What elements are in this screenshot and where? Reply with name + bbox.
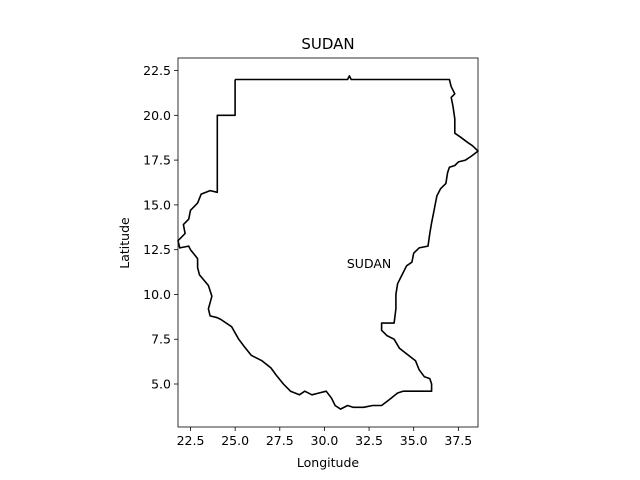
country-annotation: SUDAN: [347, 256, 391, 271]
y-tick-label: 22.5: [143, 63, 171, 78]
x-tick-label: 25.0: [221, 433, 249, 448]
y-tick-label: 7.5: [151, 332, 171, 347]
plot-frame: [177, 57, 479, 428]
x-tick-label: 35.0: [400, 433, 428, 448]
chart-title: SUDAN: [301, 35, 354, 53]
y-axis-label: Latitude: [117, 217, 132, 269]
y-tick-label: 5.0: [151, 377, 171, 392]
country-outline: [177, 75, 479, 410]
plot-area: SUDAN 22.5 25.0 27.5 30.0 32.5 35.0 37.5 5.0 7.5 1…: [143, 57, 479, 448]
x-tick-label: 22.5: [177, 433, 205, 448]
y-tick-label: 20.0: [143, 108, 171, 123]
y-tick-label: 12.5: [143, 242, 171, 257]
x-tick-label: 37.5: [444, 433, 472, 448]
x-tick-label: 30.0: [311, 433, 339, 448]
y-tick-label: 15.0: [143, 197, 171, 212]
y-tick-label: 10.0: [143, 287, 171, 302]
x-axis-label: Longitude: [297, 455, 359, 470]
x-tick-label: 32.5: [355, 433, 383, 448]
y-tick-label: 17.5: [143, 153, 171, 168]
x-tick-label: 27.5: [266, 433, 294, 448]
